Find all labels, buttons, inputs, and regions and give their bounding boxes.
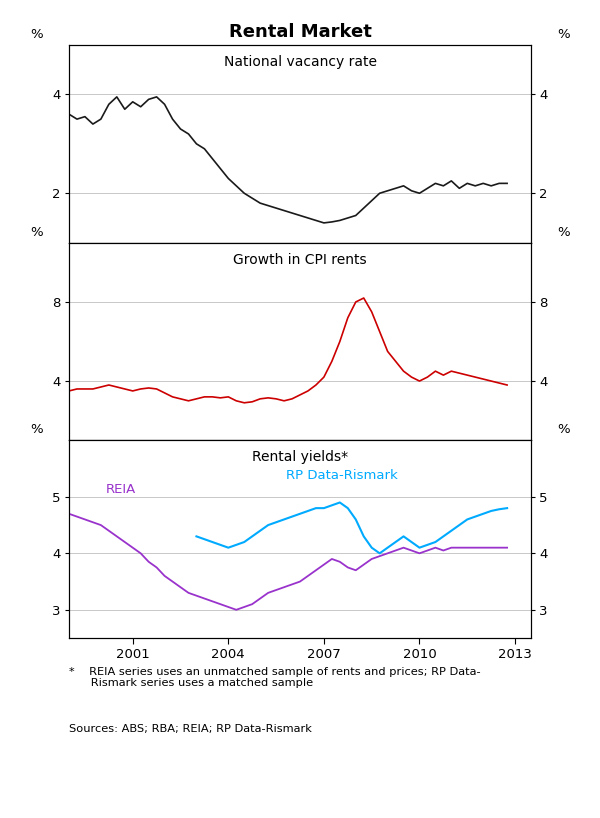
Text: *    REIA series uses an unmatched sample of rents and prices; RP Data-
      Ri: * REIA series uses an unmatched sample o… — [69, 667, 481, 688]
Text: Sources: ABS; RBA; REIA; RP Data-Rismark: Sources: ABS; RBA; REIA; RP Data-Rismark — [69, 724, 312, 734]
Text: REIA: REIA — [106, 483, 136, 497]
Text: %: % — [557, 28, 569, 41]
Text: RP Data-Rismark: RP Data-Rismark — [286, 470, 398, 483]
Text: %: % — [31, 28, 43, 41]
Text: %: % — [557, 424, 569, 437]
Text: National vacancy rate: National vacancy rate — [223, 55, 377, 69]
Text: Rental Market: Rental Market — [229, 23, 371, 41]
Text: %: % — [31, 226, 43, 239]
Text: Rental yields*: Rental yields* — [252, 450, 348, 465]
Text: %: % — [31, 424, 43, 437]
Text: %: % — [557, 226, 569, 239]
Text: Growth in CPI rents: Growth in CPI rents — [233, 253, 367, 267]
